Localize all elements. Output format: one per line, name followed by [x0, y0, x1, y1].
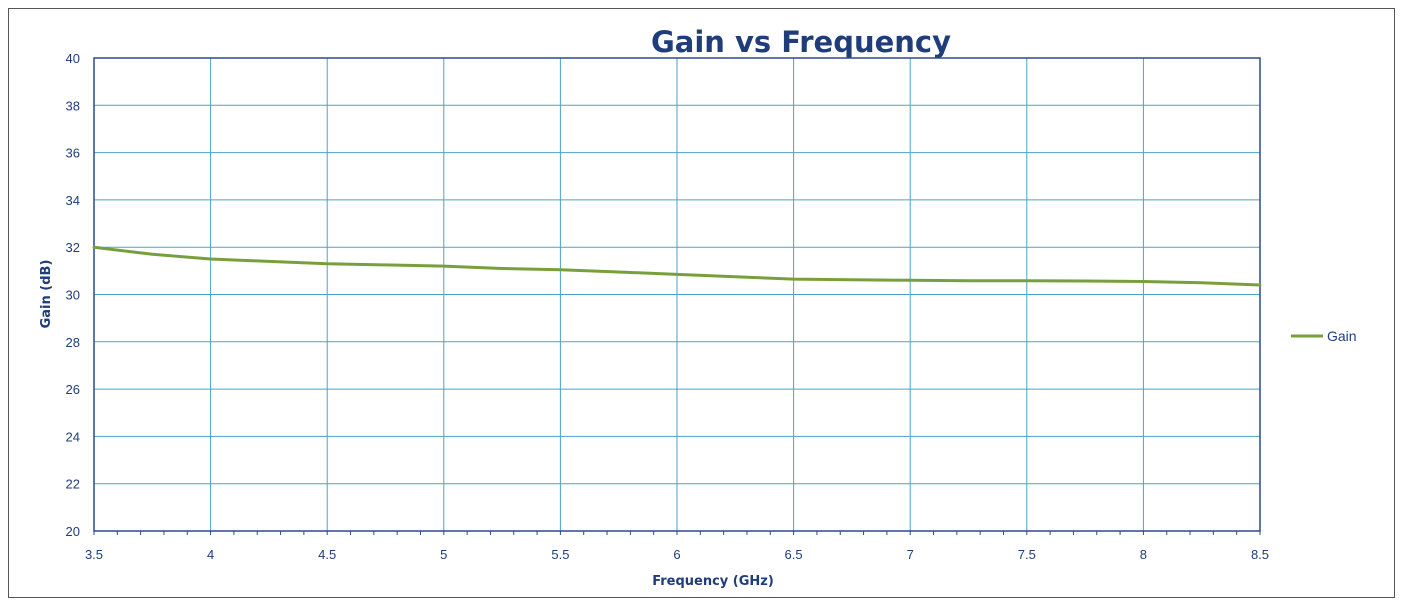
x-tick-label: 4.5 — [318, 547, 336, 562]
x-tick-label: 3.5 — [85, 547, 103, 562]
series-line-gain — [92, 245, 1262, 287]
y-tick-label: 26 — [66, 382, 80, 397]
x-tick-label: 7 — [907, 547, 914, 562]
y-tick-label: 30 — [66, 288, 80, 303]
legend: Gain — [1291, 328, 1357, 344]
y-tick-label: 38 — [66, 98, 80, 113]
x-axis-label: Frequency (GHz) — [652, 574, 774, 589]
y-axis-label: Gain (dB) — [39, 260, 54, 329]
y-tick-label: 22 — [66, 477, 80, 492]
axes — [93, 57, 1261, 535]
legend-label: Gain — [1327, 328, 1357, 344]
y-tick-labels: 20 22 24 26 28 30 32 34 36 38 40 — [66, 51, 80, 539]
x-tick-label: 5.5 — [551, 547, 569, 562]
y-tick-label: 28 — [66, 335, 80, 350]
x-tick-label: 6 — [673, 547, 680, 562]
x-tick-label: 8 — [1140, 547, 1147, 562]
y-tick-label: 36 — [66, 146, 80, 161]
x-tick-label: 4 — [207, 547, 214, 562]
x-tick-label: 5 — [440, 547, 447, 562]
x-tick-label: 8.5 — [1251, 547, 1269, 562]
x-tick-label: 7.5 — [1018, 547, 1036, 562]
chart-frame — [8, 8, 1395, 598]
y-tick-label: 34 — [66, 193, 80, 208]
y-tick-label: 24 — [66, 429, 80, 444]
grid-lines — [93, 57, 1261, 532]
x-tick-labels: 3.5 4 4.5 5 5.5 6 6.5 7 7.5 8 8.5 — [85, 547, 1269, 562]
x-tick-label: 6.5 — [785, 547, 803, 562]
chart-title: Gain vs Frequency — [651, 25, 951, 59]
y-tick-label: 20 — [66, 524, 80, 539]
y-tick-label: 40 — [66, 51, 80, 66]
series-group — [92, 245, 1262, 287]
plot-border — [93, 57, 1261, 532]
y-tick-label: 32 — [66, 240, 80, 255]
